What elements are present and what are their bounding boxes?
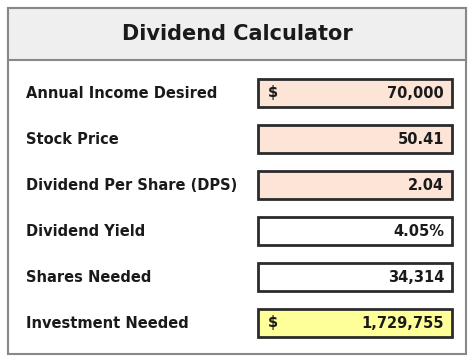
Text: Investment Needed: Investment Needed [26,316,189,331]
Text: Dividend Yield: Dividend Yield [26,223,145,239]
Text: 4.05%: 4.05% [393,223,444,239]
Bar [258,309,452,337]
Text: $: $ [268,316,278,331]
Text: 70,000: 70,000 [387,85,444,101]
Text: Shares Needed: Shares Needed [26,269,151,285]
Text: Stock Price: Stock Price [26,131,119,147]
Text: 34,314: 34,314 [388,269,444,285]
Bar [258,263,452,291]
Text: $: $ [268,85,278,101]
Bar [8,8,466,60]
Text: Annual Income Desired: Annual Income Desired [26,85,218,101]
Bar [258,79,452,107]
Bar [258,171,452,199]
Text: 2.04: 2.04 [408,177,444,193]
Text: 1,729,755: 1,729,755 [362,316,444,331]
Text: Dividend Per Share (DPS): Dividend Per Share (DPS) [26,177,237,193]
Text: 50.41: 50.41 [398,131,444,147]
Bar [258,217,452,245]
Text: Dividend Calculator: Dividend Calculator [122,24,352,44]
Bar [258,125,452,153]
